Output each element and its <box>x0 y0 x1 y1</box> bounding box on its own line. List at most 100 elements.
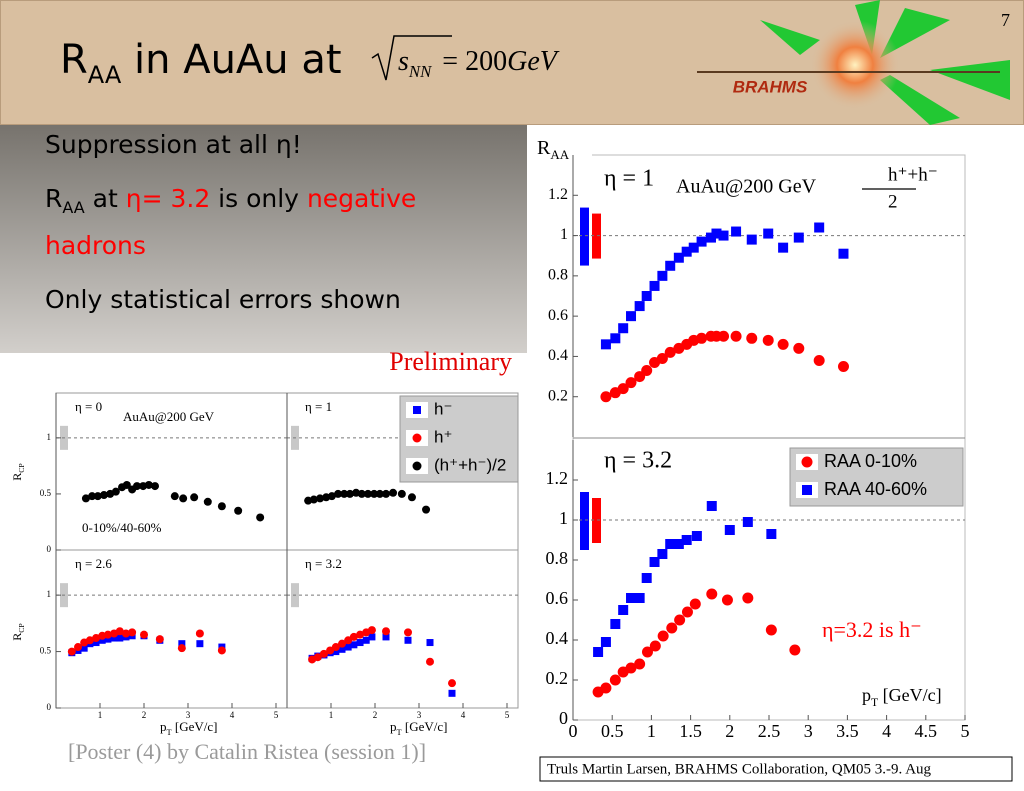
data-point <box>681 606 693 618</box>
x-tick-label: 2.5 <box>758 721 781 741</box>
data-point <box>706 588 718 600</box>
data-point <box>778 242 789 253</box>
data-point <box>617 383 629 395</box>
title-formula: sNN = 200GeV <box>398 46 560 81</box>
sqrt-sign <box>371 35 452 81</box>
data-point <box>81 494 90 503</box>
bullet: Only statistical errors shown <box>45 281 515 319</box>
bullet-text: at <box>84 184 126 213</box>
data-point <box>656 352 668 364</box>
footer-box <box>539 756 1013 782</box>
y-axis-label-part: R <box>10 473 24 481</box>
bullet-text: R <box>45 184 63 213</box>
y-axis-label-part: CP <box>17 623 26 633</box>
data-point <box>110 634 118 642</box>
norm-box <box>592 498 601 543</box>
bullet: RAA at η= 3.2 is only negative hadrons <box>45 180 515 265</box>
bullet-box <box>0 125 527 353</box>
data-point <box>600 391 612 403</box>
x-axis-label: pT [GeV/c] <box>390 719 448 737</box>
data-point <box>766 529 777 539</box>
poster-ref: [Poster (4) by Catalin Ristea (session 1… <box>68 739 426 764</box>
bullet-text: Only statistical errors shown <box>45 285 401 314</box>
x-tick-label: 3 <box>186 710 191 720</box>
annotation: η = 0 <box>75 399 102 414</box>
data-point <box>397 489 406 498</box>
slide-number: 7 <box>1001 10 1010 30</box>
data-point <box>813 354 825 366</box>
x-tick-label: 3 <box>804 721 813 741</box>
data-point <box>718 230 729 241</box>
logo-art <box>697 0 1010 125</box>
data-point <box>657 549 668 559</box>
data-point <box>626 593 637 603</box>
data-point <box>610 619 621 629</box>
x-axis-label-part: T <box>167 727 173 737</box>
data-point <box>116 634 124 642</box>
x-tick-label: 1.5 <box>679 721 702 741</box>
data-point <box>724 525 735 535</box>
data-point <box>711 228 722 239</box>
data-point <box>742 517 753 527</box>
data-point <box>448 689 456 697</box>
data-point <box>99 491 108 500</box>
data-point <box>155 635 164 644</box>
data-point <box>625 662 637 674</box>
data-point <box>334 489 343 498</box>
data-point <box>332 648 340 656</box>
x-tick-label: 5 <box>505 710 510 720</box>
data-point <box>721 594 733 606</box>
data-point <box>98 636 106 644</box>
y-tick-label: 1 <box>47 589 52 599</box>
data-point <box>649 557 660 567</box>
data-point <box>426 657 434 666</box>
annotation: η = 3.2 <box>604 448 672 474</box>
data-point <box>177 644 186 653</box>
data-point <box>634 593 645 603</box>
data-point <box>80 644 88 652</box>
y-tick-label: 0.8 <box>546 548 569 568</box>
data-point <box>404 628 412 637</box>
data-point <box>178 640 186 648</box>
annotation: η = 1 <box>305 399 332 414</box>
legend-box <box>789 447 964 507</box>
data-point <box>370 489 379 498</box>
x-tick-label: 1 <box>329 710 334 720</box>
data-point <box>356 639 364 647</box>
data-point <box>170 492 179 501</box>
title-part: AA <box>88 61 122 89</box>
data-point <box>93 492 102 501</box>
bullet-list: Suppression at all η! RAA at η= 3.2 is on… <box>45 126 515 335</box>
x-axis-label-part: p <box>160 719 167 734</box>
data-point <box>234 506 243 515</box>
y-axis-label: RCP <box>10 623 27 641</box>
norm-box <box>580 207 589 266</box>
data-point <box>657 630 669 642</box>
x-tick-label: 1 <box>98 710 103 720</box>
data-point <box>196 640 204 648</box>
data-point <box>382 489 390 498</box>
data-point <box>195 629 204 638</box>
data-point <box>203 497 212 506</box>
data-point <box>190 493 199 502</box>
data-point <box>706 501 717 511</box>
data-point <box>407 493 416 502</box>
data-point <box>618 605 629 615</box>
x-tick-label: 4.5 <box>915 721 938 741</box>
data-point <box>674 614 686 626</box>
data-point <box>67 647 76 656</box>
formula-part: GeV <box>507 46 560 77</box>
x-axis-label-part: [GeV/c] <box>172 719 218 734</box>
x-axis-label-part: p <box>390 719 397 734</box>
data-point <box>837 361 849 372</box>
x-tick-label: 1 <box>647 721 656 741</box>
data-point <box>789 644 801 656</box>
annotation: η = 2.6 <box>75 556 112 571</box>
bullet: Suppression at all η! <box>45 126 515 164</box>
y-tick-label: 0 <box>47 702 52 712</box>
x-tick-label: 0.5 <box>601 721 624 741</box>
y-tick-label: 0 <box>47 544 52 554</box>
data-point <box>422 505 431 514</box>
y-tick-label: 0.5 <box>40 646 52 656</box>
